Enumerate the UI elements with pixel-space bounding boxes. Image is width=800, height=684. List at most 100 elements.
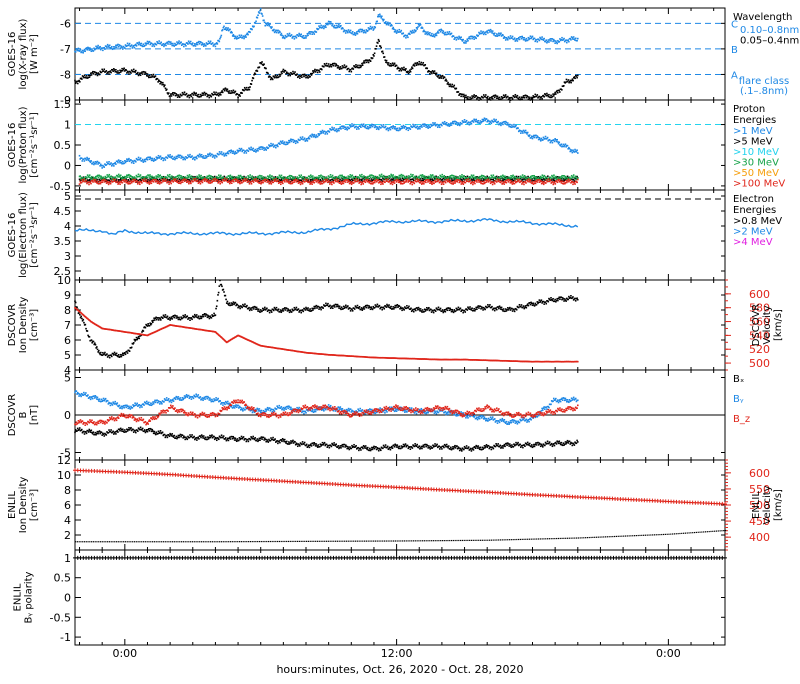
data-point — [171, 156, 173, 158]
data-point — [416, 181, 418, 183]
data-point — [510, 177, 512, 179]
data-point — [219, 41, 221, 43]
data-point — [410, 128, 412, 130]
data-point — [309, 138, 311, 140]
data-point — [139, 335, 141, 337]
data-point — [441, 30, 443, 32]
data-point — [503, 181, 505, 183]
data-point — [213, 91, 215, 93]
data-point — [407, 129, 409, 131]
data-point — [388, 24, 390, 26]
y-axis-label-line: log(X-ray flux) — [18, 18, 29, 89]
data-point — [425, 182, 427, 184]
data-point — [264, 25, 266, 27]
data-point — [173, 315, 175, 317]
data-point — [362, 30, 364, 32]
data-point — [535, 183, 537, 185]
data-point — [270, 145, 272, 147]
data-point — [312, 175, 314, 177]
data-point — [559, 38, 561, 40]
data-point — [526, 38, 528, 40]
data-point — [160, 319, 162, 321]
data-point — [529, 98, 531, 100]
data-point — [330, 64, 332, 66]
data-point — [320, 27, 322, 29]
data-point — [473, 121, 475, 123]
legend-entry: >100 MeV — [733, 179, 785, 190]
data-point — [144, 178, 146, 180]
data-point — [267, 175, 269, 177]
data-point — [501, 175, 503, 177]
data-point — [326, 131, 328, 133]
data-point — [561, 143, 563, 145]
data-point — [311, 31, 313, 33]
data-point — [497, 121, 499, 123]
data-point — [101, 167, 103, 169]
data-point — [349, 181, 351, 183]
data-point — [323, 28, 325, 30]
data-point — [115, 45, 117, 47]
data-point — [181, 181, 183, 183]
data-point — [201, 180, 203, 182]
data-point — [121, 354, 123, 356]
data-point — [466, 120, 468, 122]
data-point — [561, 39, 563, 41]
data-point — [572, 78, 574, 80]
data-point — [165, 314, 167, 316]
data-point — [144, 45, 146, 47]
data-point — [186, 157, 188, 159]
data-point — [249, 183, 251, 185]
data-point — [151, 43, 153, 45]
data-point — [546, 179, 548, 181]
data-point — [104, 48, 106, 50]
series-xray-0 — [74, 8, 578, 54]
data-point — [469, 36, 471, 38]
data-point — [374, 178, 376, 180]
data-point — [401, 176, 403, 178]
data-point — [169, 319, 171, 321]
data-point — [311, 177, 313, 179]
data-point — [227, 88, 229, 90]
data-point — [161, 182, 163, 184]
data-point — [568, 79, 570, 81]
panel-frame — [75, 8, 725, 100]
data-point — [260, 181, 262, 183]
data-point — [213, 94, 215, 96]
data-point — [277, 179, 279, 181]
data-point — [370, 26, 372, 28]
data-point — [136, 45, 138, 47]
data-point — [102, 181, 104, 183]
data-point — [181, 177, 183, 179]
data-point — [201, 94, 203, 96]
data-point — [291, 34, 293, 36]
data-point — [493, 34, 495, 36]
data-point — [225, 153, 227, 155]
data-point — [461, 123, 463, 125]
data-point — [474, 183, 476, 185]
data-point — [302, 176, 304, 178]
data-point — [570, 39, 572, 41]
data-point — [283, 71, 285, 73]
data-point — [544, 179, 546, 181]
data-point — [393, 126, 395, 128]
data-point — [125, 160, 127, 162]
data-point — [295, 35, 297, 37]
data-point — [75, 302, 77, 304]
data-point — [273, 179, 275, 181]
data-point — [133, 342, 135, 344]
data-point — [340, 128, 342, 130]
data-point — [392, 184, 394, 186]
data-point — [125, 69, 127, 71]
data-point — [184, 316, 186, 318]
data-point — [453, 38, 455, 40]
data-point — [120, 160, 122, 162]
data-point — [184, 159, 186, 161]
data-point — [394, 128, 396, 130]
data-point — [423, 177, 425, 179]
data-point — [363, 175, 365, 177]
data-point — [472, 177, 474, 179]
data-point — [501, 122, 503, 124]
data-point — [290, 177, 292, 179]
data-point — [453, 35, 455, 37]
data-point — [171, 45, 173, 47]
